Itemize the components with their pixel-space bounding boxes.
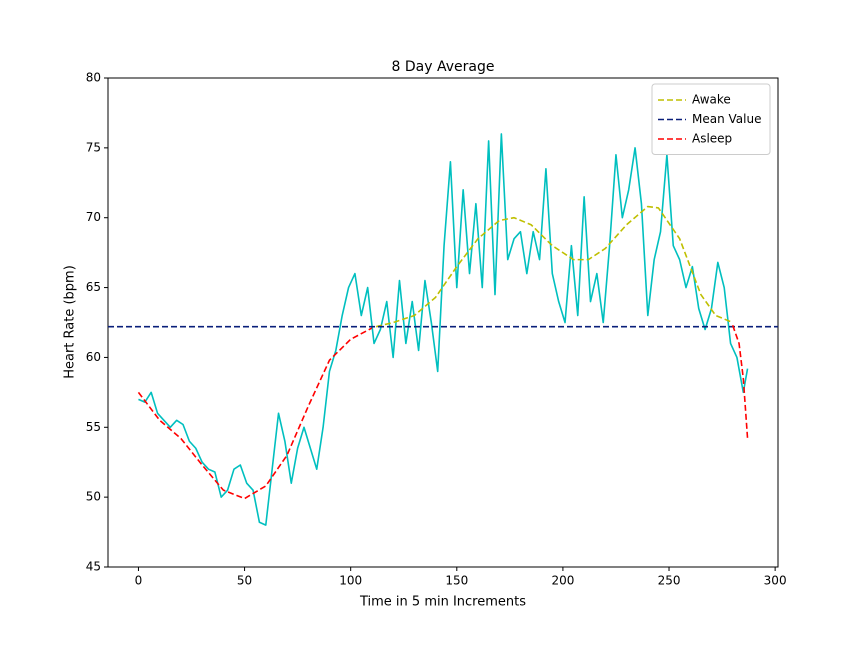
chart-title: 8 Day Average [392,59,495,75]
x-tick-label: 200 [551,574,574,588]
legend-box [651,83,771,155]
y-tick-label: 65 [86,280,101,294]
x-tick-label: 50 [237,574,252,588]
y-tick-label: 55 [86,420,101,434]
y-tick-label: 70 [86,210,101,224]
axes-frame [107,77,779,568]
x-tick-label: 250 [658,574,681,588]
x-tick-label: 150 [445,574,468,588]
y-tick-label: 60 [86,350,101,364]
fit-line [137,325,749,500]
x-tick-label: 100 [339,574,362,588]
y-axis-label: Heart Rate (bpm) [63,265,78,379]
heart-rate-line [138,133,749,526]
y-tick-label: 45 [86,560,101,574]
legend-label: Awake [692,93,731,107]
y-tick-label: 50 [86,490,101,504]
x-tick-label: 0 [135,574,143,588]
x-axis-label: Time in 5 min Increments [359,595,526,610]
fit-line [375,205,733,328]
y-tick-label: 75 [86,140,101,154]
y-tick-label: 80 [86,71,101,85]
legend-label: Asleep [692,132,732,146]
x-tick-label: 300 [764,574,787,588]
legend-label: Mean Value [692,112,761,126]
